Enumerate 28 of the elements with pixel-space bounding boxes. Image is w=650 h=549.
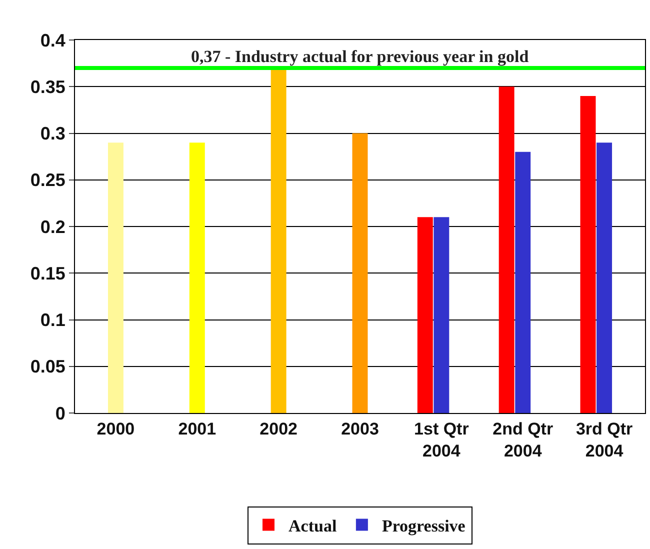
- y-tick-label: 0.3: [40, 124, 66, 144]
- legend-label: Progressive: [382, 516, 466, 536]
- bar: [498, 86, 514, 413]
- x-tick-label: 2003: [341, 419, 379, 438]
- x-tick-label: 2nd Qtr 2004: [492, 419, 554, 460]
- bar: [189, 142, 205, 413]
- x-tick-label: 3rd Qtr 2004: [576, 419, 634, 460]
- bar: [417, 217, 433, 413]
- y-tick-label: 0.35: [30, 76, 66, 97]
- bar: [434, 217, 450, 413]
- y-tick-label: 0.2: [40, 216, 66, 237]
- ref-line-label: 0,37 - Industry actual for previous year in gold: [191, 47, 530, 66]
- x-tick-label: 2000: [96, 419, 135, 438]
- bar: [580, 96, 596, 413]
- bar: [352, 133, 368, 413]
- y-tick-label: 0.15: [30, 263, 66, 284]
- x-tick-label: 1st Qtr 2004: [414, 419, 470, 460]
- x-tick-label: 2001: [178, 419, 216, 438]
- legend-label: Actual: [288, 516, 337, 536]
- y-tick-label: 0.1: [40, 310, 66, 330]
- y-tick-label: 0: [55, 403, 66, 424]
- y-tick-label: 0.25: [30, 170, 66, 190]
- bar: [515, 152, 531, 413]
- y-tick-label: 0.05: [30, 356, 66, 377]
- bar: [596, 142, 612, 413]
- bar: [108, 142, 124, 413]
- x-tick-label: 2002: [260, 419, 298, 438]
- y-tick-label: 0.4: [40, 30, 66, 50]
